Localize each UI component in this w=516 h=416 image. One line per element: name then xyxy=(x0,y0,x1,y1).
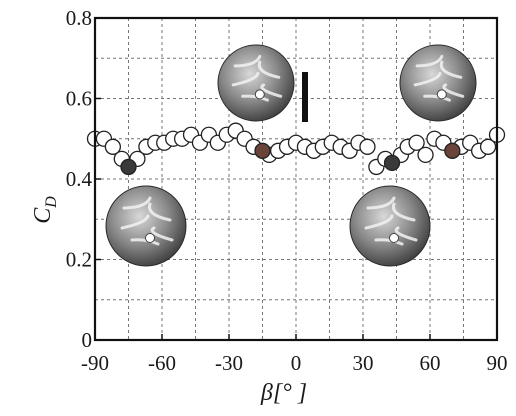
x-tick-label: 30 xyxy=(353,351,374,375)
ball-body xyxy=(349,185,431,267)
scale-bar xyxy=(302,72,308,122)
ball-seam xyxy=(231,72,260,87)
x-tick-label: 90 xyxy=(487,351,508,375)
x-tick-label: 60 xyxy=(420,351,441,375)
ball-marker xyxy=(254,89,265,100)
ball-seam xyxy=(147,202,172,222)
y-tick-label: 0.4 xyxy=(66,167,93,191)
data-point-open xyxy=(408,134,425,151)
ball-seam xyxy=(374,238,404,246)
y-tick-label: 0.2 xyxy=(66,248,92,272)
y-axis-label-sub: D xyxy=(43,196,60,209)
ball-seam xyxy=(394,226,418,242)
ball-inset-4 xyxy=(349,185,431,267)
ball-seam xyxy=(442,83,465,98)
data-point-filled xyxy=(254,142,271,159)
ball-seam xyxy=(233,54,262,68)
data-point-open xyxy=(479,138,497,155)
ball-seam xyxy=(257,60,281,79)
ball-inset-1 xyxy=(217,44,295,122)
data-point-open xyxy=(104,138,122,155)
x-tick-label: -90 xyxy=(81,351,109,375)
y-axis-label-main: C xyxy=(30,207,56,224)
ball-inset-3 xyxy=(105,185,187,267)
data-point-filled xyxy=(120,158,137,176)
ball-body xyxy=(105,185,187,267)
ball-seam xyxy=(413,72,442,87)
ball-seam xyxy=(130,238,160,246)
x-axis-label: β[° ] xyxy=(260,380,307,406)
ball-seam xyxy=(366,196,396,210)
x-tick-label: -60 xyxy=(148,351,176,375)
y-tick-label: 0.8 xyxy=(66,6,92,30)
data-point-open xyxy=(417,146,434,164)
ball-seam xyxy=(391,202,416,222)
tick-labels: -90 -60 -30 0 30 60 90 0 0.2 0.4 0.6 0.8 xyxy=(66,6,508,375)
ball-marker xyxy=(145,233,155,243)
ball-body xyxy=(399,44,477,122)
ball-seam xyxy=(439,60,463,79)
y-tick-label: 0.6 xyxy=(66,87,92,111)
y-tick-label: 0 xyxy=(82,328,93,352)
ball-inset-2 xyxy=(399,44,477,122)
x-tick-label: -30 xyxy=(215,351,243,375)
ball-seam xyxy=(122,196,152,210)
ball-marker xyxy=(389,233,399,243)
x-tick-label: 0 xyxy=(291,351,302,375)
ball-marker xyxy=(436,89,447,100)
data-points xyxy=(86,122,506,176)
y-axis-label: CD xyxy=(30,196,60,224)
ball-seam xyxy=(260,83,283,98)
data-point-filled xyxy=(444,142,461,159)
ball-body xyxy=(217,44,295,122)
ball-seam xyxy=(150,226,174,242)
data-point-filled xyxy=(383,154,401,172)
ball-seam xyxy=(415,54,444,68)
data-point-open xyxy=(359,138,376,155)
ball-insets xyxy=(105,44,477,267)
ball-seam xyxy=(364,214,394,230)
ball-seam xyxy=(120,214,150,230)
